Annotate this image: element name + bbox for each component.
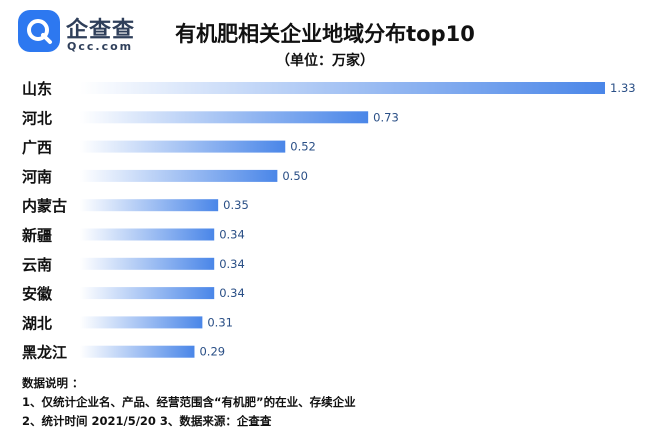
value-label: 0.29 [199,345,225,359]
value-label: 0.73 [373,110,399,124]
q-logo-icon [18,10,60,52]
bar [80,287,215,300]
value-label: 0.34 [219,257,245,271]
category-label: 新疆 [22,227,52,245]
value-label: 0.34 [219,286,245,300]
value-label: 0.52 [290,140,316,154]
notes-line-1: 1、仅统计企业名、产品、经营范围含“有机肥”的在业、存续企业 [22,395,356,409]
category-label: 河南 [22,168,52,186]
category-label: 安徽 [22,285,53,303]
bar [80,316,203,329]
notes-heading: 数据说明 ： [22,376,84,390]
data-notes: 数据说明 ： 1、仅统计企业名、产品、经营范围含“有机肥”的在业、存续企业 2、… [22,374,356,431]
category-label: 广西 [22,139,52,157]
value-label: 1.33 [610,81,636,95]
bar [80,257,215,270]
bar [80,169,278,182]
chart-subtitle: （单位：万家） [276,53,374,69]
category-label: 内蒙古 [22,197,67,215]
value-label: 0.31 [207,315,233,329]
bar [80,228,215,241]
value-label: 0.50 [282,169,308,183]
logo: 企查查 Qcc.com [18,10,138,60]
bar [80,111,369,124]
category-label: 河北 [22,109,52,127]
value-label: 0.35 [223,198,249,212]
bar [80,345,195,358]
category-label: 湖北 [22,314,52,332]
bar [80,199,219,212]
bar-chart: 山东 1.33 河北 0.73 广西 0.52 河南 0.50 内蒙古 0.35 新疆 0.34 云南 0… [22,80,636,362]
category-label: 云南 [22,256,52,274]
bar [80,140,286,153]
bar [80,82,605,94]
notes-line-2: 2、统计时间 2021/5/20 3、数据来源：企查查 [22,414,272,428]
category-label: 山东 [22,80,52,98]
value-label: 0.34 [219,228,245,242]
logo-domain: Qcc.com [67,40,134,53]
logo-name: 企查查 [66,18,136,43]
category-label: 黑龙江 [22,344,67,362]
chart-title: 有机肥相关企业地域分布top10 [175,22,475,46]
